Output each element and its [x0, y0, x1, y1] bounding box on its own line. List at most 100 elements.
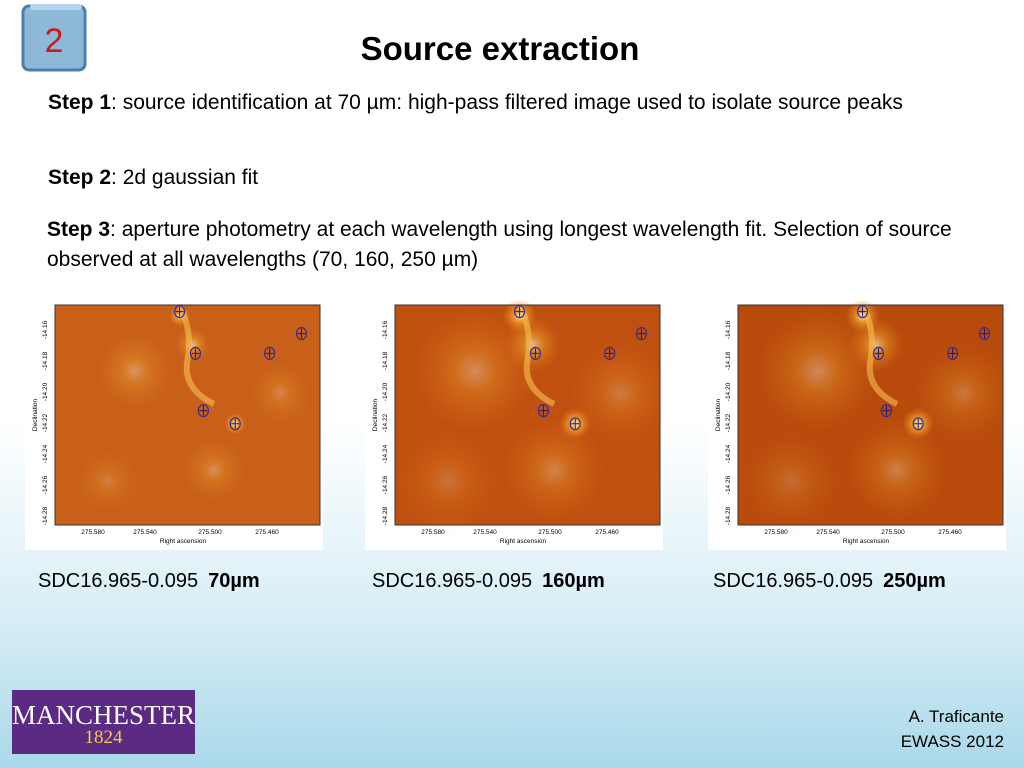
y-axis-label: Declination: [372, 399, 379, 432]
slide-number: 2: [45, 22, 64, 60]
y-tick-label: -14.26: [382, 475, 389, 494]
source-marker: [569, 417, 581, 431]
source-marker: [880, 403, 892, 418]
source-cross: [297, 328, 306, 339]
emission: [248, 361, 313, 425]
sky-map: -14.16 -14.18 -14.20 -14.22 -14.24 -14.26 -14.…: [708, 300, 1006, 550]
source-cross: [858, 306, 867, 317]
x-tick-label: 275.540: [473, 529, 497, 536]
emission: [96, 332, 173, 410]
source-cross: [515, 306, 524, 317]
logo-year: 1824: [84, 727, 123, 748]
panel-caption: SDC16.965-0.095 160µm: [372, 570, 605, 593]
y-tick-label: -14.16: [725, 320, 732, 339]
footer-author: A. Traficante: [908, 707, 1004, 726]
caption-source: SDC16.965-0.095: [713, 570, 874, 592]
source-cross: [914, 418, 923, 429]
source-marker: [295, 326, 308, 341]
emission: [568, 341, 663, 445]
y-tick-label: -14.16: [42, 320, 49, 339]
emission: [175, 327, 210, 362]
x-axis-label: Right ascension: [500, 538, 547, 545]
source-marker: [529, 346, 542, 361]
caption-source: SDC16.965-0.095: [38, 570, 199, 592]
y-tick-label: -14.28: [725, 506, 732, 525]
source-marker: [872, 346, 885, 361]
y-tick-label: -14.22: [382, 413, 389, 432]
slide-badge: 2: [21, 4, 87, 72]
sky-map: -14.16 -14.18 -14.20 -14.22 -14.24 -14.26 -14.…: [365, 300, 663, 550]
y-axis-label: Declination: [715, 399, 722, 432]
caption-band: 160µm: [542, 570, 605, 592]
x-tick-label: 275.540: [816, 529, 840, 536]
map-frame: [54, 304, 321, 526]
emission: [755, 308, 880, 434]
y-tick-label: -14.20: [42, 382, 49, 401]
step-text: : source identification at 70 µm: high-p…: [111, 91, 903, 114]
emission: [412, 308, 537, 434]
source-marker: [856, 305, 869, 319]
filament: [176, 303, 216, 407]
panel-caption: SDC16.965-0.095 70µm: [38, 570, 260, 593]
source-cross: [231, 418, 240, 429]
y-tick-label: -14.16: [382, 320, 389, 339]
panel-caption: SDC16.965-0.095 250µm: [713, 570, 946, 593]
map-frame: [394, 304, 661, 526]
x-tick-label: 275.500: [881, 529, 905, 536]
source-cross: [882, 405, 891, 416]
source-cross: [199, 405, 208, 416]
y-tick-label: -14.24: [42, 444, 49, 463]
y-tick-label: -14.18: [725, 351, 732, 370]
y-tick-label: -14.28: [382, 506, 389, 525]
y-tick-label: -14.22: [42, 413, 49, 432]
source-cross: [265, 348, 274, 359]
source-cross: [175, 306, 184, 317]
source-cross: [571, 418, 580, 429]
source-cross: [874, 348, 883, 359]
source-marker: [604, 346, 616, 361]
source-cross: [980, 328, 989, 339]
emission: [396, 429, 500, 533]
step-3: Step 3: aperture photometry at each wave…: [47, 215, 967, 275]
step-text: : aperture photometry at each wavelength…: [47, 218, 952, 271]
source-cross: [191, 348, 200, 359]
source-marker: [635, 326, 648, 341]
x-tick-label: 275.580: [421, 529, 445, 536]
map-frame: [737, 304, 1004, 526]
emission: [182, 438, 246, 502]
slide-title: Source extraction: [360, 30, 640, 67]
emission: [502, 418, 606, 522]
y-tick-label: -14.22: [725, 413, 732, 432]
sky-map: -14.16 -14.18 -14.20 -14.22 -14.24 -14.26 -14.…: [25, 300, 323, 550]
x-tick-label: 275.500: [538, 529, 562, 536]
y-tick-label: -14.18: [42, 351, 49, 370]
source-marker: [173, 305, 186, 319]
x-tick-label: 275.460: [595, 529, 619, 536]
source-marker: [189, 346, 202, 361]
y-tick-label: -14.26: [725, 475, 732, 494]
filament: [516, 303, 556, 407]
source-marker: [947, 346, 959, 361]
x-axis-label: Right ascension: [160, 538, 207, 545]
emission: [739, 429, 843, 533]
x-tick-label: 275.460: [938, 529, 962, 536]
y-tick-label: -14.24: [725, 444, 732, 463]
source-marker: [197, 403, 209, 418]
step-2: Step 2: 2d gaussian fit: [48, 163, 968, 193]
x-axis-label: Right ascension: [843, 538, 890, 545]
source-cross: [539, 405, 548, 416]
filament: [859, 303, 899, 407]
y-axis-label: Declination: [32, 399, 39, 432]
source-marker: [912, 417, 924, 431]
footer-event: EWASS 2012: [900, 732, 1004, 751]
step-text: : 2d gaussian fit: [111, 166, 259, 189]
source-cross: [637, 328, 646, 339]
source-marker: [229, 417, 241, 431]
caption-band: 250µm: [883, 570, 946, 592]
source-marker: [513, 305, 526, 319]
source-cross: [605, 348, 614, 359]
caption-band: 70µm: [208, 570, 260, 592]
logo: MANCHESTER 1824: [12, 690, 195, 754]
y-tick-label: -14.20: [382, 382, 389, 401]
